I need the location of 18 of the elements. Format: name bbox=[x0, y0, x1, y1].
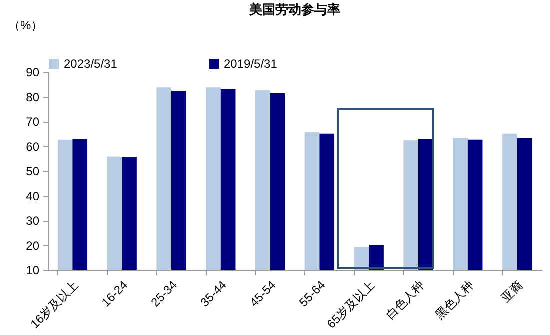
y-tick-label: 90 bbox=[26, 66, 40, 80]
x-tick-label: 黑色人种 bbox=[432, 278, 476, 322]
y-tick-label: 50 bbox=[26, 164, 40, 178]
x-tick-label: 65岁及以上 bbox=[324, 278, 378, 332]
y-tick-label: 70 bbox=[26, 115, 40, 129]
legend-label: 2019/5/31 bbox=[224, 57, 278, 71]
chart-title: 美国劳动参与率 bbox=[248, 2, 340, 17]
x-tick-label: 16岁及以上 bbox=[28, 278, 82, 332]
y-tick-label: 60 bbox=[26, 140, 40, 154]
y-tick-label: 80 bbox=[26, 90, 40, 104]
y-tick-label: 20 bbox=[26, 238, 40, 253]
y-tick-label: 30 bbox=[26, 214, 40, 228]
y-axis-title: （%） bbox=[8, 18, 44, 32]
x-tick-label: 亚裔 bbox=[498, 278, 526, 305]
legend-label: 2023/5/31 bbox=[64, 57, 118, 71]
y-tick-label: 40 bbox=[26, 189, 40, 204]
y-tick-label: 10 bbox=[26, 264, 40, 278]
x-tick-label: 白色人种 bbox=[383, 278, 427, 322]
